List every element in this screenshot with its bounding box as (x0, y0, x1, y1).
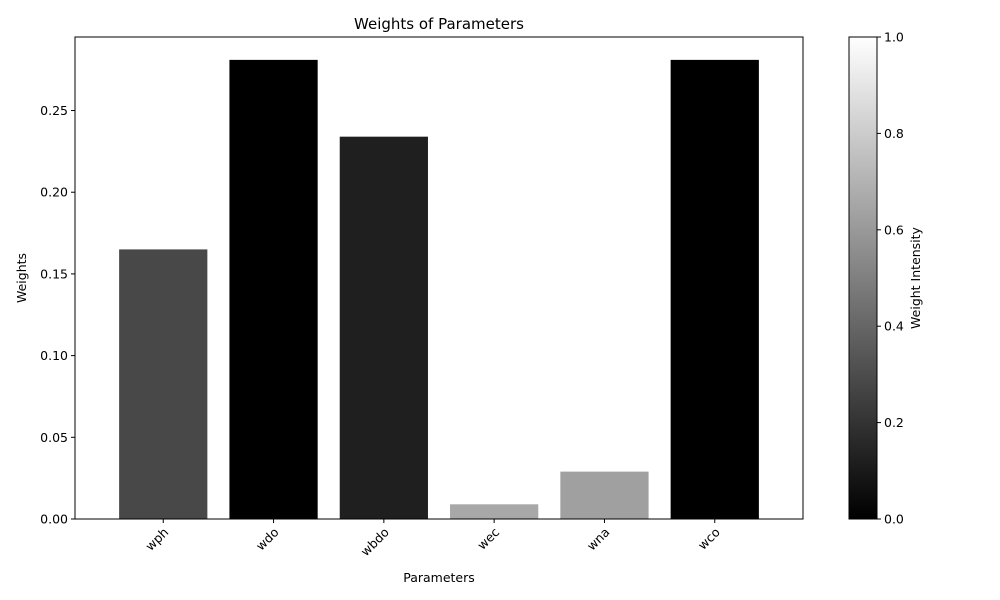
colorbar-tick-label: 0.4 (884, 319, 904, 334)
y-tick-label: 0.00 (40, 512, 68, 527)
colorbar-tick-label: 0.2 (884, 415, 904, 430)
y-axis-ticks: 0.00 0.05 0.10 0.15 0.20 0.25 (40, 103, 75, 527)
y-tick-label: 0.15 (40, 266, 68, 281)
x-axis-ticks: wph wdo wbdo wec wna wco (142, 519, 723, 559)
x-tick-label: wna (584, 525, 613, 554)
bar-wna (560, 471, 649, 519)
x-tick-label: wco (695, 525, 723, 553)
colorbar-label: Weight Intensity (908, 226, 923, 329)
colorbar-tick-label: 1.0 (884, 30, 904, 45)
colorbar-tick-label: 0.0 (884, 512, 904, 527)
colorbar (848, 36, 878, 520)
x-tick-label: wdo (253, 525, 282, 554)
y-tick-label: 0.10 (40, 348, 68, 363)
bar-wec (450, 504, 539, 519)
colorbar-tick-label: 0.8 (884, 126, 904, 141)
x-tick-label: wph (142, 525, 171, 554)
bar-wco (670, 59, 759, 520)
plot-frame (74, 36, 804, 520)
y-tick-label: 0.20 (40, 185, 68, 200)
x-axis-label: Parameters (403, 570, 475, 585)
y-tick-label: 0.05 (40, 430, 68, 445)
bar-wph (119, 249, 208, 519)
chart-title: Weights of Parameters (354, 15, 524, 33)
bar-wdo (229, 59, 318, 520)
colorbar-ticks: 0.0 0.2 0.4 0.6 0.8 1.0 (877, 30, 904, 527)
y-axis-label: Weights (14, 253, 29, 303)
x-tick-label: wec (474, 524, 502, 552)
x-tick-label: wbdo (357, 525, 391, 559)
y-tick-label: 0.25 (40, 103, 68, 118)
bar-wbdo (339, 136, 428, 520)
colorbar-tick-label: 0.6 (884, 222, 904, 237)
bars-group (119, 59, 759, 520)
